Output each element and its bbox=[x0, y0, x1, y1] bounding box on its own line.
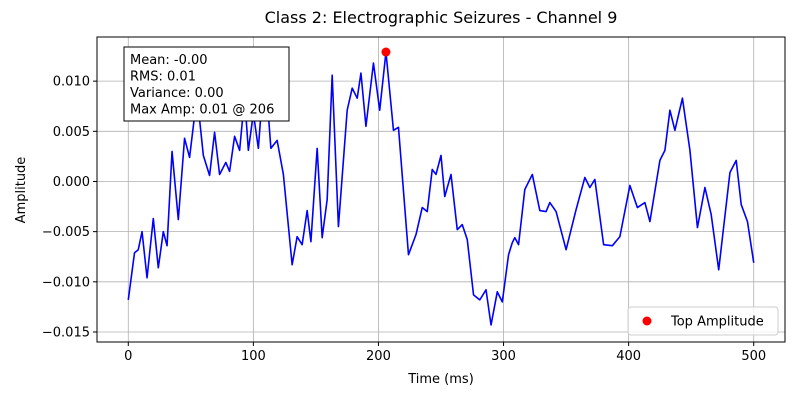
stats-text: Max Amp: 0.01 @ 206 bbox=[130, 103, 274, 118]
legend-marker bbox=[642, 316, 652, 326]
x-tick-label: 200 bbox=[366, 349, 391, 364]
stats-text: Mean: -0.00 bbox=[130, 53, 208, 68]
x-tick-label: 500 bbox=[741, 349, 766, 364]
y-tick-label: 0.010 bbox=[53, 75, 90, 90]
x-tick-label: 300 bbox=[491, 349, 516, 364]
stats-box-frame bbox=[123, 46, 290, 122]
legend-label: Top Amplitude bbox=[670, 315, 764, 330]
x-tick-label: 0 bbox=[124, 349, 132, 364]
y-tick-label: 0.000 bbox=[53, 175, 90, 190]
y-tick-label: 0.005 bbox=[53, 125, 90, 140]
x-tick-label: 100 bbox=[241, 349, 266, 364]
plot-frame bbox=[96, 36, 786, 343]
scatter-point bbox=[381, 47, 391, 57]
y-axis-label: Amplitude bbox=[14, 157, 29, 224]
x-tick-label: 400 bbox=[616, 349, 641, 364]
stats-text: Variance: 0.00 bbox=[130, 86, 224, 101]
y-tick-label: −0.015 bbox=[42, 325, 90, 340]
x-axis-label: Time (ms) bbox=[407, 372, 474, 387]
y-tick-label: −0.010 bbox=[42, 275, 90, 290]
stats-text: RMS: 0.01 bbox=[130, 70, 196, 85]
chart-title: Class 2: Electrographic Seizures - Chann… bbox=[265, 8, 618, 27]
y-tick-label: −0.005 bbox=[42, 225, 90, 240]
legend-frame bbox=[627, 306, 779, 336]
signal-line bbox=[127, 51, 755, 326]
